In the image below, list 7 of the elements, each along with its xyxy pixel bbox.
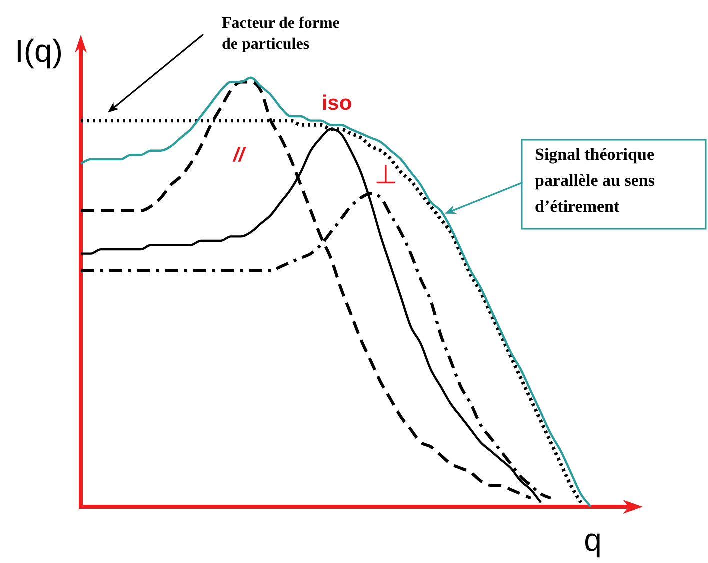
annotation: Signal théorique parallèle au sens d’étirement	[535, 145, 656, 216]
text: Facteur de forme de particules	[222, 15, 340, 53]
annotation: iso	[322, 92, 352, 116]
y-axis-title: I(q)	[15, 33, 63, 69]
series-label: ⊥	[374, 160, 398, 191]
series-label: //	[232, 144, 247, 167]
x-axis-title: q	[584, 522, 602, 558]
